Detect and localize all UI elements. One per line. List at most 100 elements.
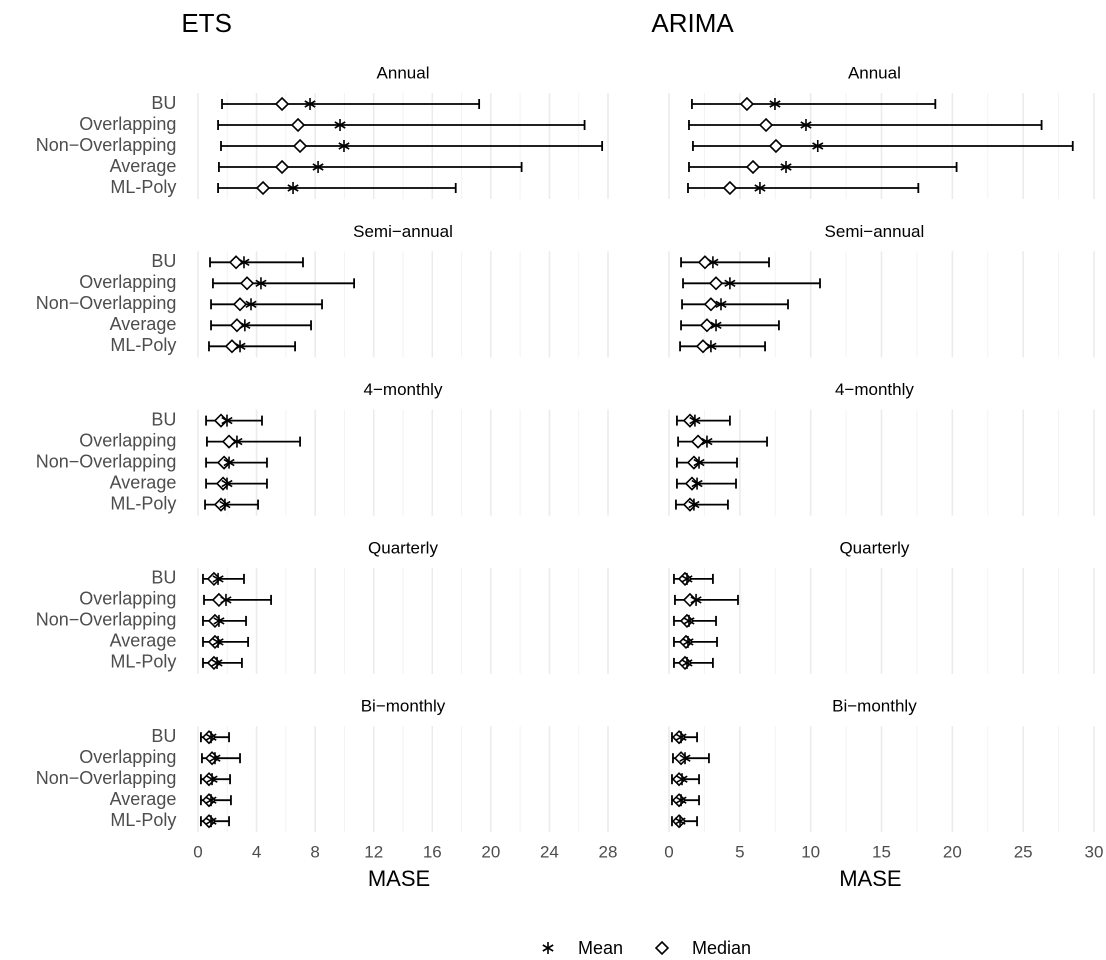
category-label: BU [151,568,176,588]
mean-marker [689,414,701,427]
facet-title: 4−monthly [364,380,443,399]
mean-marker [675,731,687,744]
median-marker [699,318,715,333]
marker-stroke [683,617,695,625]
median-marker [671,793,687,808]
median-marker [274,96,290,112]
category-label: ML-Poly [110,493,176,513]
x-tick-label: 20 [481,842,500,861]
median-marker [758,117,774,133]
x-tick-label: 10 [801,842,820,861]
mean-marker [221,477,233,490]
median-marker [274,159,290,175]
median-marker [290,117,306,133]
marker-stroke [691,479,703,488]
facet-title: Semi−annual [353,222,453,241]
marker-stroke [219,500,231,509]
panel-title: ETS [181,8,232,38]
category-label: Non−Overlapping [36,135,177,155]
median-marker [229,318,245,333]
facet-title: 4−monthly [835,380,914,399]
category-label: ML-Poly [110,652,176,672]
mean-marker [238,256,250,269]
median-marker [703,297,719,312]
median-marker [228,255,244,270]
mean-marker [674,815,686,828]
marker-stroke [690,596,702,604]
marker-stroke [812,142,824,150]
x-tick-label: 8 [310,842,319,861]
marker-stroke [688,500,700,509]
marker-stroke [205,817,217,825]
x-tick-label: 28 [599,842,618,861]
mean-marker [769,98,781,110]
marker-stroke [701,437,713,446]
category-label: Average [110,789,177,809]
median-marker [708,276,724,291]
mean-marker [287,182,299,194]
mean-marker [679,752,691,765]
mean-marker [212,635,224,648]
category-label: Average [110,314,177,334]
median-marker [684,476,700,491]
mean-marker [205,731,217,744]
legend-label: Median [692,938,751,958]
category-label: Overlapping [79,430,176,450]
mean-marker [239,319,251,332]
marker-stroke [707,258,719,266]
marker-stroke [239,321,251,329]
mean-marker [234,340,246,353]
marker-stroke [542,944,554,952]
marker-stroke [705,342,717,350]
category-label: Average [110,631,177,651]
mean-marker [690,593,702,606]
median-marker [682,592,698,608]
category-label: Overlapping [79,272,176,292]
marker-stroke [206,775,218,783]
x-tick-label: 24 [540,842,559,861]
mean-marker [701,435,713,448]
panel-title: ARIMA [651,8,734,38]
median-marker [207,634,223,650]
marker-stroke [754,184,766,192]
mean-marker [223,456,235,469]
mean-marker [211,656,223,669]
median-marker [686,455,702,470]
median-marker [201,793,217,808]
facet-title: Annual [848,63,901,82]
marker-stroke [710,321,722,329]
median-marker [745,159,761,175]
mean-marker [219,498,231,511]
mean-marker [304,98,316,110]
mean-marker [780,161,792,173]
marker-stroke [334,121,346,129]
category-label: BU [151,726,176,746]
marker-stroke [679,754,691,762]
mean-marker [213,614,225,627]
median-marker [739,96,755,112]
median-marker [211,592,227,608]
marker-stroke [220,596,232,604]
x-tick-label: 5 [735,842,744,861]
category-label: Overlapping [79,589,176,609]
category-label: Overlapping [79,114,176,134]
mean-marker [338,140,350,152]
category-label: ML-Poly [110,335,176,355]
marker-stroke [212,638,224,646]
marker-stroke [689,416,701,425]
median-marker [697,255,713,270]
median-marker [677,655,693,671]
marker-stroke [223,458,235,467]
median-marker [695,339,711,354]
facet-title: Semi−annual [825,222,925,241]
marker-stroke [676,775,688,783]
category-label: Average [110,472,177,492]
facet-title: Bi−monthly [361,697,446,716]
category-label: Non−Overlapping [36,768,177,788]
median-marker [255,180,271,196]
marker-stroke [238,258,250,266]
category-label: ML-Poly [110,810,176,830]
marker-stroke [221,479,233,488]
median-marker [232,297,248,312]
marker-stroke [675,733,687,741]
